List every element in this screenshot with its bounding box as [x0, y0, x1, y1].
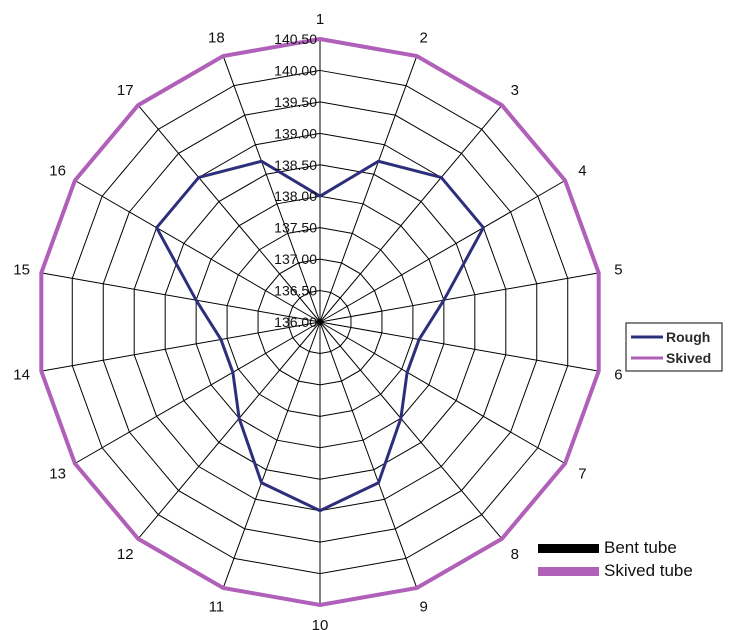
radial-tick-label: 136.00: [274, 314, 317, 330]
grid-spoke: [41, 272, 321, 323]
category-label-14: 14: [13, 367, 30, 384]
radial-tick-label: 139.50: [274, 94, 317, 110]
grid-spoke: [74, 321, 321, 464]
radial-tick-label: 139.00: [274, 125, 317, 141]
category-label-10: 10: [312, 617, 329, 630]
grid-spoke: [319, 180, 566, 323]
legend-secondary: Bent tube Skived tube: [538, 538, 693, 580]
grid-spoke: [137, 104, 321, 323]
category-label-11: 11: [209, 599, 225, 616]
category-label-17: 17: [117, 82, 134, 99]
category-label-3: 3: [511, 82, 519, 99]
grid-spoke: [74, 180, 321, 323]
legend-bent-tube-swatch: [538, 544, 599, 553]
grid-spoke: [319, 321, 566, 464]
category-label-12: 12: [117, 546, 134, 563]
grid-spoke: [41, 321, 321, 372]
category-label-7: 7: [578, 466, 586, 483]
radial-tick-label: 138.50: [274, 157, 317, 173]
series-rough: [154, 159, 486, 513]
grid-spoke: [319, 104, 503, 323]
legend-rough-label: Rough: [666, 329, 710, 345]
legend-skived-label: Skived: [666, 350, 711, 366]
legend-skived-tube-label: Skived tube: [604, 561, 693, 580]
radial-tick-labels: 136.00 136.50 137.00 137.50 138.00 138.50 139.…: [274, 31, 317, 330]
grid-spoke: [319, 321, 599, 372]
grid-spoke: [319, 321, 503, 540]
radial-tick-label: 137.50: [274, 220, 317, 236]
category-label-15: 15: [13, 261, 30, 278]
radial-tick-label: 138.00: [274, 188, 317, 204]
category-label-9: 9: [419, 599, 427, 616]
radial-tick-label: 136.50: [274, 283, 317, 299]
grid-spoke: [319, 55, 418, 323]
legend-box-frame: [625, 322, 723, 372]
series-skived: [39, 36, 601, 608]
radial-tick-label: 140.50: [274, 31, 317, 47]
grid-spoke: [319, 321, 418, 589]
radial-tick-label: 137.00: [274, 251, 317, 267]
category-label-8: 8: [511, 546, 519, 563]
category-label-16: 16: [49, 163, 66, 180]
grid-spoke: [222, 55, 321, 323]
grid-spoke: [319, 272, 599, 323]
radial-tick-label: 140.00: [274, 62, 317, 78]
legend-box: Rough Skived: [625, 322, 723, 372]
legend-skived-tube-swatch: [538, 567, 599, 576]
category-label-6: 6: [614, 367, 622, 384]
grid-spoke: [222, 321, 321, 589]
grid-spoke: [137, 321, 321, 540]
category-label-2: 2: [419, 29, 427, 46]
category-label-18: 18: [208, 29, 225, 46]
category-label-1: 1: [316, 11, 324, 28]
category-label-13: 13: [49, 466, 66, 483]
category-label-4: 4: [578, 163, 586, 180]
radar-series: [39, 36, 601, 608]
legend-bent-tube-label: Bent tube: [604, 538, 677, 557]
category-label-5: 5: [614, 261, 622, 278]
